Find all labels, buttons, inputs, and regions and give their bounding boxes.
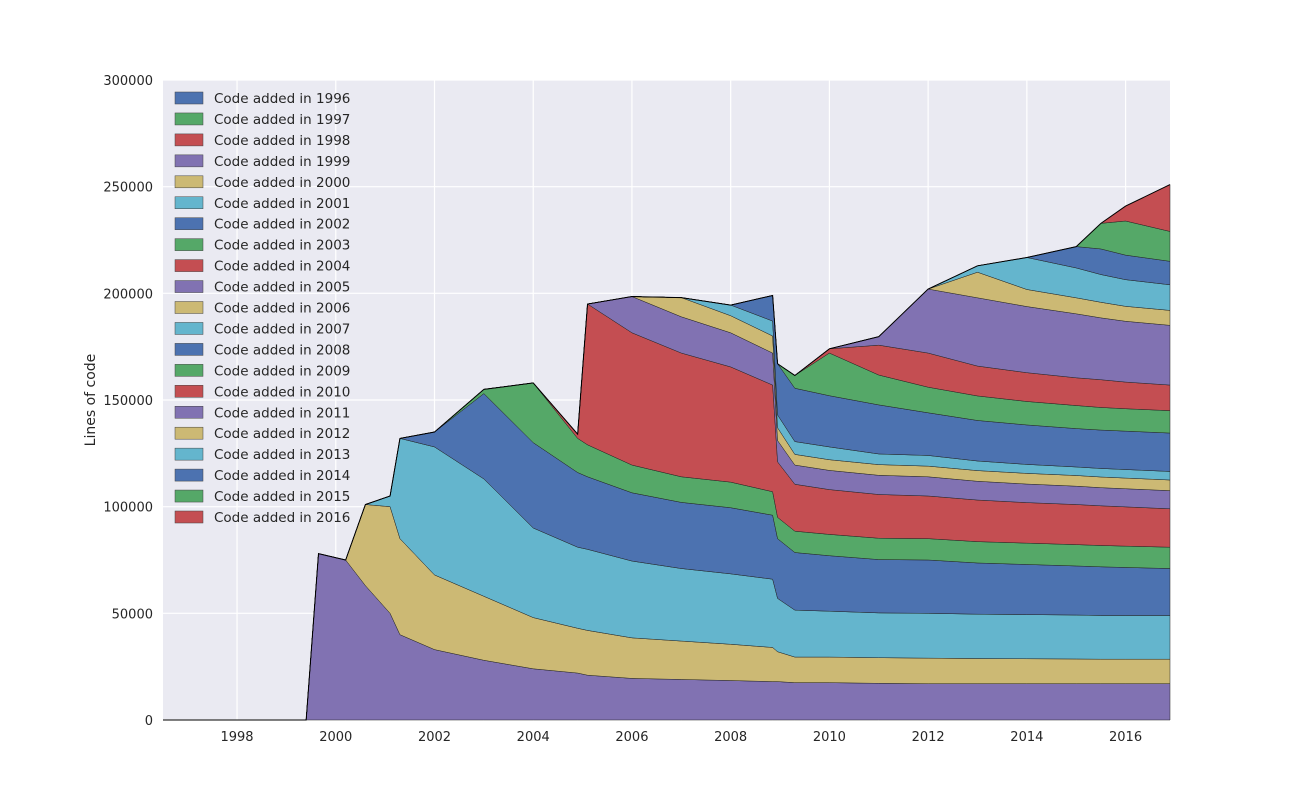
y-tick-label: 50000 (112, 607, 153, 622)
x-tick-label: 2004 (517, 730, 550, 745)
legend-swatch (174, 91, 204, 105)
legend-swatch (174, 259, 204, 272)
legend-item: Code added in 2005 (174, 280, 350, 296)
legend-label: Code added in 1998 (214, 133, 350, 149)
legend-swatch (174, 280, 204, 293)
legend-label: Code added in 2002 (214, 217, 350, 233)
legend-swatch (174, 510, 204, 524)
legend-label: Code added in 2016 (214, 510, 350, 526)
legend-swatch (174, 426, 204, 440)
legend-item: Code added in 2001 (174, 196, 350, 212)
legend-swatch (174, 406, 204, 419)
legend-item: Code added in 2012 (174, 426, 350, 442)
legend-label: Code added in 2011 (214, 405, 350, 421)
legend-label: Code added in 2008 (214, 342, 350, 358)
legend-label: Code added in 2006 (214, 301, 350, 317)
legend-label: Code added in 2010 (214, 384, 350, 400)
x-tick-label: 2016 (1109, 730, 1142, 745)
legend-swatch (174, 217, 204, 230)
legend-label: Code added in 2005 (214, 280, 350, 296)
legend-swatch (174, 489, 204, 503)
x-tick-label: 2014 (1010, 730, 1043, 745)
legend-label: Code added in 2012 (214, 426, 350, 442)
legend-swatch (174, 343, 204, 356)
y-tick-label: 100000 (103, 501, 153, 516)
legend-swatch (174, 154, 204, 168)
legend-item: Code added in 1997 (174, 112, 350, 128)
y-axis-label: Lines of code (83, 354, 99, 447)
legend-label: Code added in 1999 (214, 154, 350, 170)
legend-item: Code added in 2006 (174, 301, 350, 317)
legend-swatch (174, 322, 204, 335)
legend-swatch (174, 468, 204, 482)
y-tick-label: 250000 (103, 181, 153, 196)
legend-swatch (174, 196, 204, 209)
legend-label: Code added in 2003 (214, 238, 350, 254)
legend-item: Code added in 2016 (174, 510, 350, 526)
total-outline (163, 184, 1171, 721)
legend-swatch (174, 385, 204, 398)
x-tick-label: 2012 (912, 730, 945, 745)
legend-item: Code added in 2009 (174, 363, 350, 379)
legend-swatch (174, 238, 204, 251)
legend-item: Code added in 2004 (174, 259, 350, 275)
legend-swatch (174, 447, 204, 461)
legend: Code added in 1996 Code added in 1997 Code… (174, 91, 350, 526)
legend-item: Code added in 2011 (174, 405, 350, 421)
x-tick-label: 2008 (714, 730, 747, 745)
legend-label: Code added in 2014 (214, 468, 350, 484)
legend-item: Code added in 1996 (174, 91, 350, 107)
legend-label: Code added in 2000 (214, 175, 350, 191)
legend-label: Code added in 1996 (214, 91, 350, 107)
legend-item: Code added in 2002 (174, 217, 350, 233)
legend-label: Code added in 2001 (214, 196, 350, 212)
legend-swatch (174, 301, 204, 314)
legend-swatch (174, 364, 204, 377)
legend-item: Code added in 2003 (174, 238, 350, 254)
legend-item: Code added in 2010 (174, 384, 350, 400)
legend-swatch (174, 133, 204, 147)
y-tick-label: 200000 (103, 287, 153, 302)
legend-label: Code added in 1997 (214, 112, 350, 128)
legend-label: Code added in 2004 (214, 259, 350, 275)
legend-item: Code added in 2007 (174, 321, 350, 337)
x-axis: 1998 2000 2002 2004 2006 2008 2010 2012 2014 2016 (220, 730, 1142, 745)
y-tick-label: 0 (145, 714, 153, 729)
legend-label: Code added in 2007 (214, 321, 350, 337)
x-tick-label: 2002 (418, 730, 451, 745)
y-tick-label: 300000 (103, 74, 153, 89)
y-tick-label: 150000 (103, 394, 153, 409)
legend-label: Code added in 2015 (214, 489, 350, 505)
y-axis: 0 50000 100000 150000 200000 250000 300000 (103, 74, 153, 729)
legend-label: Code added in 2013 (214, 447, 350, 463)
x-tick-label: 1998 (220, 730, 253, 745)
x-tick-label: 2006 (615, 730, 648, 745)
legend-swatch (174, 112, 204, 126)
legend-swatch (174, 175, 204, 189)
legend-item: Code added in 1998 (174, 133, 350, 149)
x-tick-label: 2000 (319, 730, 352, 745)
legend-item: Code added in 2000 (174, 175, 350, 191)
legend-item: Code added in 2014 (174, 468, 350, 484)
legend-item: Code added in 2015 (174, 489, 350, 505)
legend-item: Code added in 1999 (174, 154, 350, 170)
stacked-areas (163, 184, 1171, 721)
legend-item: Code added in 2008 (174, 342, 350, 358)
legend-label: Code added in 2009 (214, 363, 350, 379)
legend-item: Code added in 2013 (174, 447, 350, 463)
x-tick-label: 2010 (813, 730, 846, 745)
